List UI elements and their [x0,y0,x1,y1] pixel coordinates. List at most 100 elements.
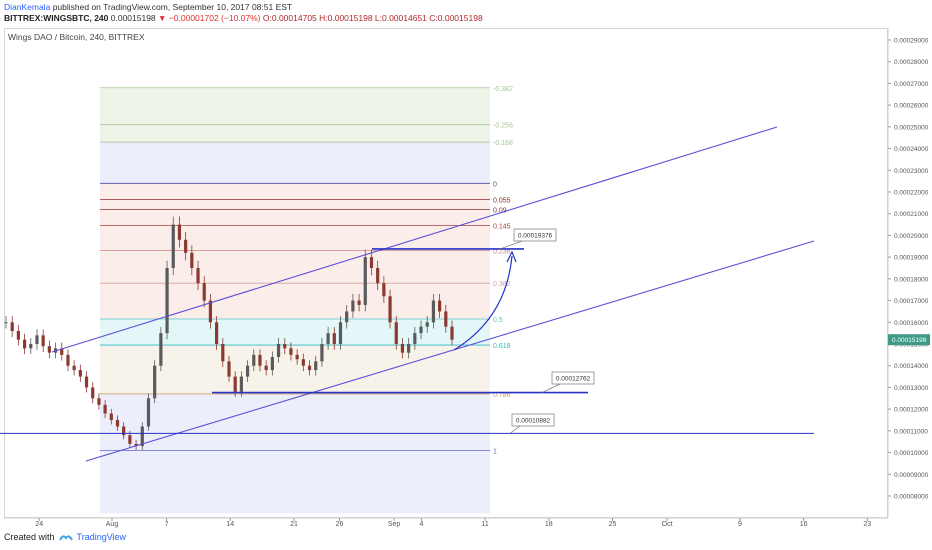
candle-body [190,252,194,268]
candle-body [122,426,126,436]
candle-body [4,322,8,324]
time-tick-label: 11 [481,521,488,528]
price-callout-label: 0.00012762 [556,376,591,383]
fib-band [100,87,490,143]
candle-body [10,322,14,331]
candle-body [245,365,250,377]
candle-body [431,300,436,323]
candle-body [84,376,89,388]
candle-body [66,354,70,366]
projection-arrow-head [506,250,517,263]
candle-body [314,361,318,371]
tradingview-brand[interactable]: TradingView [76,532,127,542]
candle-body [153,365,157,399]
candle-body [196,268,200,284]
footer: Created with TradingView [4,532,126,542]
candle-body [376,268,380,284]
fib-band [100,142,490,184]
fib-level-label: -0.256 [493,123,513,130]
candle-body [128,435,132,444]
candle-body [165,268,169,334]
fib-level-label: -0.168 [493,140,513,147]
candle-body [407,344,411,353]
candle-body [134,443,138,447]
price-tick-label: 0.00018000 [894,276,929,283]
callout-leader [509,425,521,434]
fib-level-label: 0.055 [493,198,511,205]
time-tick-label: 24 [35,521,43,528]
candle-body [184,239,188,253]
fib-level-label: 0.382 [493,281,511,288]
candle-body [326,333,330,344]
author-link[interactable]: DianKemala [4,2,51,12]
price-tick-label: 0.00013000 [894,385,929,392]
last-price: 0.00015198 [110,13,156,23]
price-chart[interactable]: -0.382 -0.256 -0.168 0 0.055 0.09 0.145 0.236 0.… [0,0,932,530]
time-tick-label: Oct [662,521,673,528]
candle-body [351,300,355,312]
price-callout-label: 0.00010882 [516,418,551,425]
candle-body [146,398,151,427]
candle-body [208,300,213,323]
price-tick-label: 0.00009000 [894,472,929,479]
candle-body [239,376,243,392]
tradingview-logo-icon [58,534,73,540]
candle-body [320,344,324,362]
published-text: published on TradingView.com, September … [52,2,293,12]
callout-leader [541,383,561,393]
candle-body [388,296,392,323]
candle-body [413,333,417,344]
callout-leader [499,240,523,250]
candle-body [345,311,349,323]
price-tick-label: 0.00008000 [894,494,929,501]
time-tick-label: 18 [545,521,553,528]
candle-body [332,333,336,344]
price-tick-label: 0.00022000 [894,190,929,197]
fib-band [100,393,490,451]
candle-body [47,346,51,353]
candle-body [233,376,237,392]
candle-body [115,420,120,427]
price-tick-label: 0.00016000 [894,320,929,327]
candle-body [363,257,367,305]
candle-body [338,322,343,344]
time-tick-label: Sep [388,521,401,528]
candle-body [295,354,299,360]
current-price-label: 0.00015198 [892,337,927,344]
candle-body [16,330,20,340]
time-tick-label: 26 [336,521,344,528]
projection-arrow [453,255,513,351]
candle-body [177,224,182,240]
time-tick-label: 14 [226,521,234,528]
time-tick-label: 9 [738,521,742,528]
candle-body [283,344,287,349]
price-tick-label: 0.00012000 [894,407,929,414]
time-tick-label: 16 [800,521,808,528]
time-tick-label: 25 [609,521,617,528]
chart-title: Wings DAO / Bitcoin, 240, BITTREX [8,32,145,42]
candle-body [444,311,448,327]
candle-body [215,322,219,344]
candle-body [289,348,293,355]
candle-body [301,359,305,366]
price-tick-label: 0.00026000 [894,103,929,110]
time-tick-label: 7 [165,521,169,528]
candle-body [171,224,175,268]
candle-body [400,344,405,353]
created-with-text: Created with [4,532,55,542]
candle-body [72,365,76,371]
fib-level-label: 0.5 [493,317,503,324]
candle-body [159,333,163,366]
candle-body [438,300,442,312]
fib-level-label: 0.145 [493,224,511,231]
candle-body [140,426,144,447]
price-tick-label: 0.00025000 [894,124,929,131]
candle-body [227,361,231,377]
candle-body [264,365,268,371]
candle-body [258,354,262,366]
candle-body [252,354,256,366]
candle-body [276,344,281,358]
fib-band [100,319,490,346]
price-tick-label: 0.00014000 [894,363,929,370]
price-tick-label: 0.00017000 [894,298,929,305]
